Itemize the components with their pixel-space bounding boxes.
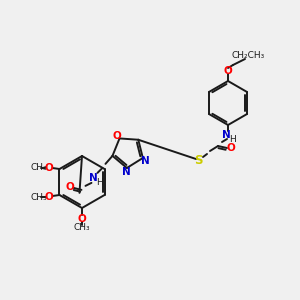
Text: O: O: [224, 66, 232, 76]
Text: N: N: [142, 156, 150, 166]
Text: O: O: [112, 131, 121, 141]
Text: N: N: [222, 130, 230, 140]
Text: N: N: [122, 167, 130, 177]
Text: O: O: [65, 182, 74, 192]
Text: O: O: [44, 163, 53, 173]
Text: CH₃: CH₃: [30, 193, 47, 202]
Text: O: O: [78, 214, 86, 224]
Text: O: O: [44, 192, 53, 202]
Text: CH₃: CH₃: [30, 164, 47, 172]
Text: H: H: [96, 178, 103, 188]
Text: CH₂CH₃: CH₂CH₃: [231, 52, 265, 61]
Text: CH₃: CH₃: [74, 224, 90, 232]
Text: O: O: [226, 143, 236, 153]
Text: S: S: [194, 154, 202, 167]
Text: H: H: [229, 134, 236, 143]
Text: N: N: [89, 173, 98, 183]
